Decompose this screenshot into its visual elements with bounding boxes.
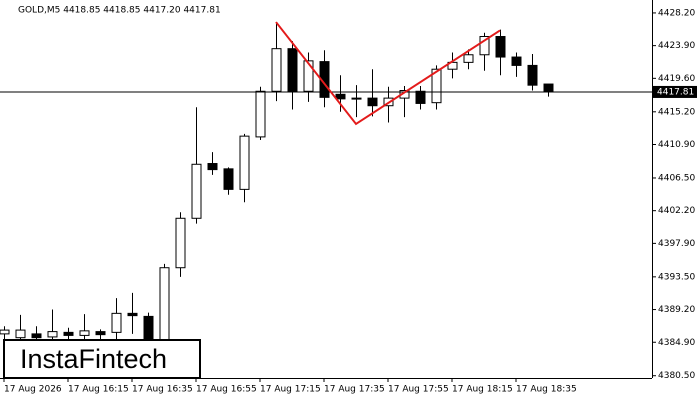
y-tick-label: 4415.20 [658, 107, 695, 117]
y-tick-label: 4402.20 [658, 206, 695, 216]
candle-body [335, 93, 346, 100]
x-tick-label: 17 Aug 17:55 [388, 385, 449, 395]
pattern-line [275, 21, 501, 126]
y-tick-label: 4384.90 [658, 338, 695, 348]
y-tick-label: 4393.50 [658, 272, 695, 282]
y-tick-label: 4410.90 [658, 140, 695, 150]
candle-body [79, 330, 90, 336]
candle-body [495, 36, 506, 58]
x-tick-label: 17 Aug 2026 [4, 385, 62, 395]
candle-body [159, 267, 170, 343]
x-tick-label: 17 Aug 17:15 [260, 385, 321, 395]
candle-body [63, 331, 74, 336]
candle-body [47, 331, 58, 338]
y-tick-label: 4397.90 [658, 239, 695, 249]
logo: InstaFintech [20, 344, 167, 374]
current-price-label: 4417.81 [657, 87, 694, 97]
y-tick-label: 4380.50 [658, 371, 695, 381]
candle-body [223, 168, 234, 190]
candle-body [191, 163, 202, 219]
candle-body [255, 90, 266, 138]
logo-box [3, 339, 201, 379]
candle-body [31, 333, 42, 339]
x-tick-label: 17 Aug 16:55 [196, 385, 257, 395]
y-tick-label: 4423.90 [658, 41, 695, 51]
y-tick-label: 4428.20 [658, 8, 695, 18]
x-tick-label: 17 Aug 16:15 [68, 385, 129, 395]
candle-body [543, 83, 554, 93]
x-tick-label: 17 Aug 18:15 [452, 385, 513, 395]
candle-body [367, 97, 378, 107]
chart-title: GOLD,M5 4418.85 4418.85 4417.20 4417.81 [18, 6, 221, 16]
candle-body [15, 329, 26, 339]
y-tick-label: 4389.20 [658, 305, 695, 315]
candle-body [239, 135, 250, 190]
x-tick-label: 17 Aug 17:35 [324, 385, 385, 395]
candle-body [511, 56, 522, 66]
candle-body [111, 312, 122, 333]
candle-body [95, 331, 106, 336]
y-tick-label: 4406.50 [658, 173, 695, 183]
candle-body [351, 97, 362, 100]
candle-body [175, 217, 186, 269]
candle-body [415, 90, 426, 104]
x-tick-label: 17 Aug 18:35 [516, 385, 577, 395]
candle-body [143, 315, 154, 343]
candle-body [463, 54, 474, 63]
candle-body [303, 60, 314, 92]
candle-body [479, 36, 490, 56]
candle-body [127, 312, 138, 317]
candle-body [431, 68, 442, 104]
candle-body [0, 329, 10, 335]
y-tick-label: 4419.60 [658, 74, 695, 84]
candle-body [527, 64, 538, 86]
candle-body [287, 48, 298, 92]
current-price-box [653, 85, 697, 98]
candle-body [207, 163, 218, 171]
candle-body [271, 48, 282, 92]
x-tick-label: 17 Aug 16:35 [132, 385, 193, 395]
